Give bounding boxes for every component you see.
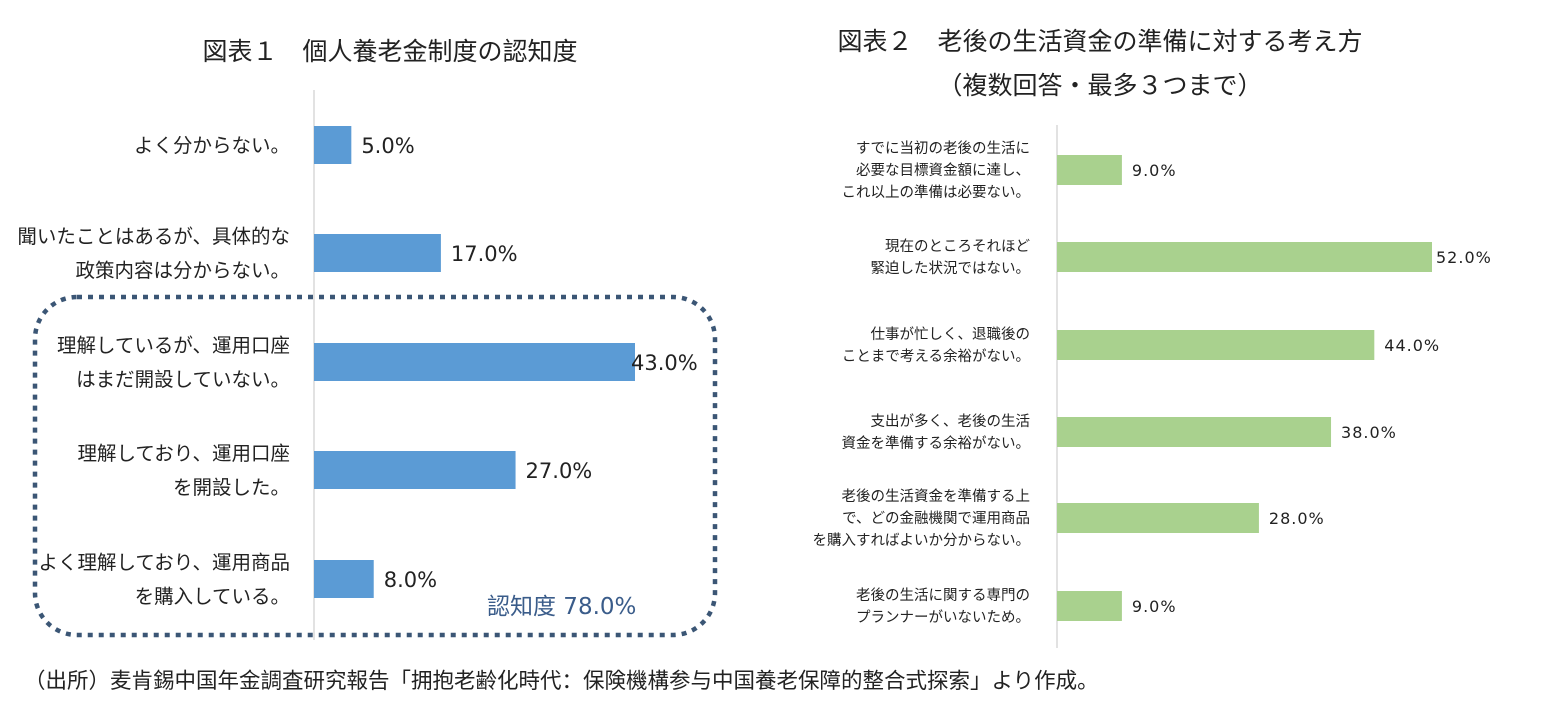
chart2-title-line1: 図表２ 老後の生活資金の準備に対する考え方 [837,27,1363,56]
chart2-category-label: 緊迫した状況ではない。 [871,260,1031,277]
chart2-category-label: すでに当初の老後の生活に [856,140,1030,157]
chart2-category-label: プランナーがいないため。 [856,609,1030,626]
chart2-category-label: これ以上の準備は必要ない。 [842,184,1031,201]
chart1-category-label: 理解しているが、運用口座 [57,334,290,357]
chart2-data-label: 9.0% [1132,161,1177,180]
chart1-data-label: 5.0% [361,134,414,158]
chart1-data-label: 8.0% [384,568,437,592]
chart2-bar [1057,503,1259,533]
chart2-title-line2: （複数回答・最多３つまで） [937,71,1263,100]
chart1-category-label: よく分からない。 [134,134,290,157]
chart1-title: 図表１ 個人養老金制度の認知度 [202,37,578,66]
chart2-data-label: 44.0% [1384,336,1440,355]
chart2-category-label: 必要な目標資金額に達し、 [856,162,1030,179]
chart1-data-label: 17.0% [451,242,518,266]
chart2-title: 図表２ 老後の生活資金の準備に対する考え方 （複数回答・最多３つまで） [780,20,1420,108]
chart2-bar [1057,330,1375,360]
chart1-bar [314,126,352,164]
chart1-data-label: 43.0% [631,351,698,375]
chart2-category-label: ことまで考える余裕がない。 [842,347,1030,365]
chart2-category-label: 老後の生活資金を準備する上 [842,488,1031,505]
chart2-bar [1057,242,1432,272]
chart2-bar [1057,155,1122,185]
chart1-data-label: 27.0% [526,459,593,483]
chart2-category-label: 支出が多く、老後の生活 [871,413,1031,430]
awareness-group-dashed-outline [32,294,718,638]
chart1-bar [314,451,516,489]
chart1-category-label: はまだ開設していない。 [76,368,290,391]
chart1-category-label: 政策内容は分からない。 [75,259,290,282]
chart2-data-label: 38.0% [1341,423,1397,442]
source-note: （出所）麦肯錫中国年金調査研究報告「拥抱老齢化時代：保険機構参与中国養老保障的整… [24,669,1099,694]
chart2-data-label: 52.0% [1436,248,1492,267]
chart2-category-label: 現在のところそれほど [885,238,1030,255]
chart2-data-label: 28.0% [1269,509,1325,528]
chart1-awareness-annotation: 認知度 78.0% [487,594,636,620]
chart1-category-label: を購入している。 [135,585,290,608]
chart2-category-label: 資金を準備する余裕がない。 [842,434,1031,452]
chart1-bar [314,560,374,598]
chart1-bar [314,343,635,381]
chart2-bar [1057,591,1122,621]
chart2-category-label: 仕事が忙しく、退職後の [871,326,1031,343]
chart1-bar [314,234,441,272]
chart2-data-label: 9.0% [1132,597,1177,616]
chart1-category-label: よく理解しており、運用商品 [38,551,290,574]
chart2-category-label: で、どの金融機関で運用商品 [842,510,1030,527]
chart1-category-label: を開設した。 [173,476,290,499]
chart2-bar [1057,417,1332,447]
chart1-category-label: 理解しており、運用口座 [77,442,290,465]
chart2-category-label: を購入すればよいか分からない。 [813,532,1031,549]
chart1-category-label: 聞いたことはあるが、具体的な [17,225,290,248]
chart2-category-label: 老後の生活に関する専門の [856,587,1030,604]
